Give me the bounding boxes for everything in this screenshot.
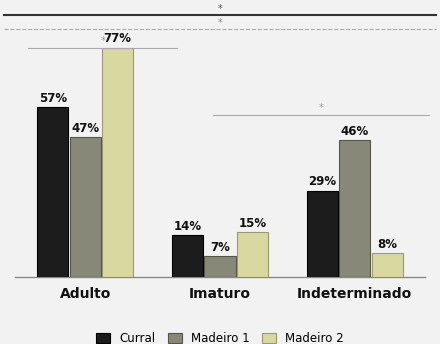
Bar	[307, 191, 338, 277]
Text: 77%: 77%	[103, 32, 132, 45]
Legend: Curral, Madeiro 1, Madeiro 2: Curral, Madeiro 1, Madeiro 2	[92, 327, 348, 344]
Text: 29%: 29%	[308, 175, 337, 188]
Text: 57%: 57%	[39, 92, 67, 105]
Bar	[37, 107, 68, 277]
Bar	[205, 256, 235, 277]
Text: *: *	[218, 4, 222, 14]
Text: *: *	[100, 36, 105, 46]
Bar	[102, 48, 133, 277]
Text: 15%: 15%	[238, 217, 267, 230]
Bar	[339, 140, 370, 277]
Text: 46%: 46%	[341, 125, 369, 138]
Bar	[172, 235, 203, 277]
Text: 7%: 7%	[210, 241, 230, 254]
Text: 8%: 8%	[377, 238, 397, 251]
Text: 47%: 47%	[71, 122, 99, 135]
Bar	[237, 233, 268, 277]
Text: *: *	[218, 18, 222, 28]
Bar	[372, 253, 403, 277]
Text: *: *	[319, 103, 323, 113]
Bar	[70, 137, 101, 277]
Text: 14%: 14%	[173, 220, 202, 233]
